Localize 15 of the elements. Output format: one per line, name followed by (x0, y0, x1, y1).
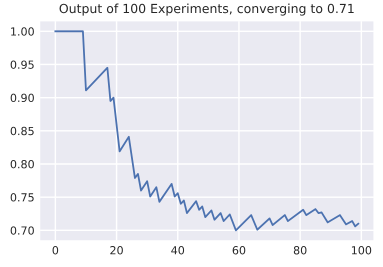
line-series (54, 30, 360, 232)
y-tick-label: 0.95 (10, 60, 34, 69)
x-tick-label: 80 (294, 246, 306, 254)
x-tick-label: 60 (232, 246, 246, 254)
x-tick-label: 100 (352, 246, 372, 254)
chart-title: Output of 100 Experiments, converging to 0.71 (60, 4, 354, 16)
y-tick-label: 0.75 (10, 193, 34, 202)
y-tick-label: 0.85 (10, 126, 34, 136)
y-tick-label: 1.00 (11, 27, 34, 36)
y-tick-label: 0.70 (10, 226, 34, 235)
x-tick-label: 40 (171, 246, 184, 254)
x-tick-label: 0 (52, 246, 58, 254)
x-tick-label: 20 (110, 246, 123, 254)
y-tick-label: 0.80 (10, 160, 34, 168)
y-tick-label: 0.90 (10, 94, 34, 102)
